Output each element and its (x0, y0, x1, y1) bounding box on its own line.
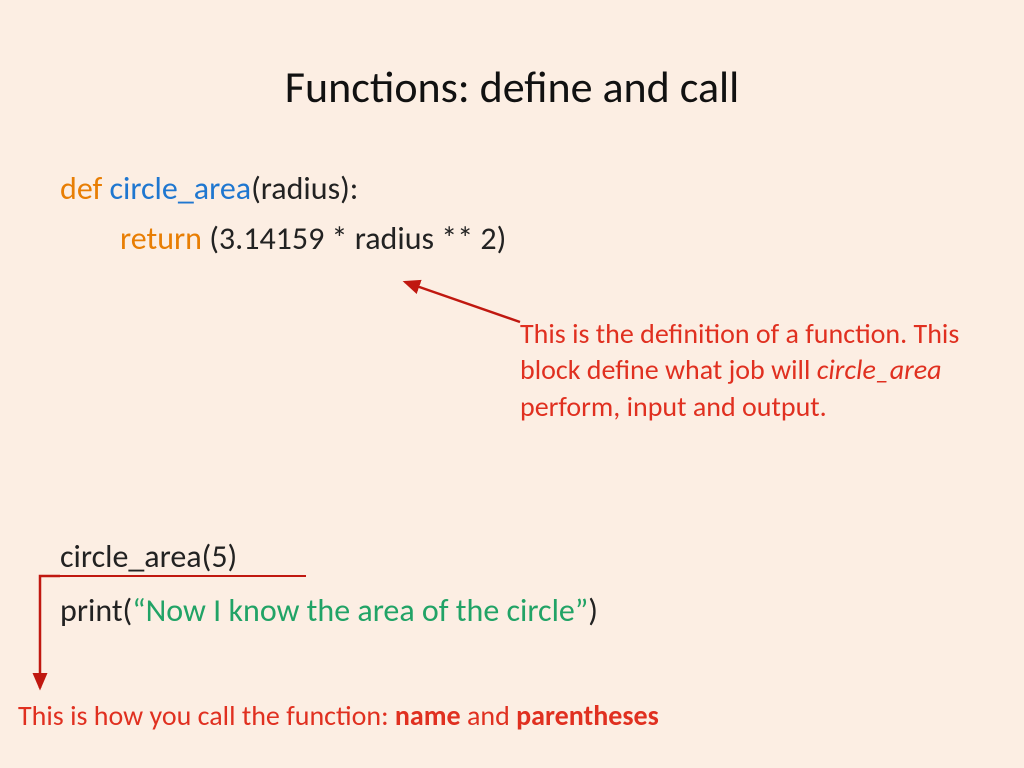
call-note-mid: and (461, 698, 517, 733)
return-keyword: return (120, 219, 202, 258)
code-call-block: circle_area(5) print(“Now I know the are… (60, 530, 598, 639)
call-underline (60, 575, 306, 577)
call-note-parens: parentheses (516, 698, 659, 733)
print-line: print(“Now I know the area of the circle… (60, 584, 598, 638)
function-name: circle_area (109, 169, 251, 208)
definition-note-post: perform, input and output. (520, 389, 827, 424)
def-params: (radius): (251, 169, 358, 208)
definition-note: This is the definition of a function. Th… (520, 316, 960, 425)
call-note-pre: This is how you call the function: (18, 698, 395, 733)
print-string: “Now I know the area of the circle” (132, 591, 588, 630)
def-keyword: def (60, 169, 102, 208)
def-line: def circle_area(radius): (60, 164, 1024, 214)
call-note: This is how you call the function: name … (18, 698, 659, 733)
return-line: return (3.14159 * radius ** 2) (60, 214, 1024, 264)
code-definition-block: def circle_area(radius): return (3.14159… (0, 114, 1024, 263)
slide-title: Functions: define and call (0, 0, 1024, 114)
call-note-name: name (395, 698, 461, 733)
print-prefix: print( (60, 591, 132, 630)
return-expression: (3.14159 * radius ** 2) (209, 219, 506, 258)
print-suffix: ) (588, 591, 598, 630)
definition-note-funcname: circle_area (817, 352, 942, 387)
